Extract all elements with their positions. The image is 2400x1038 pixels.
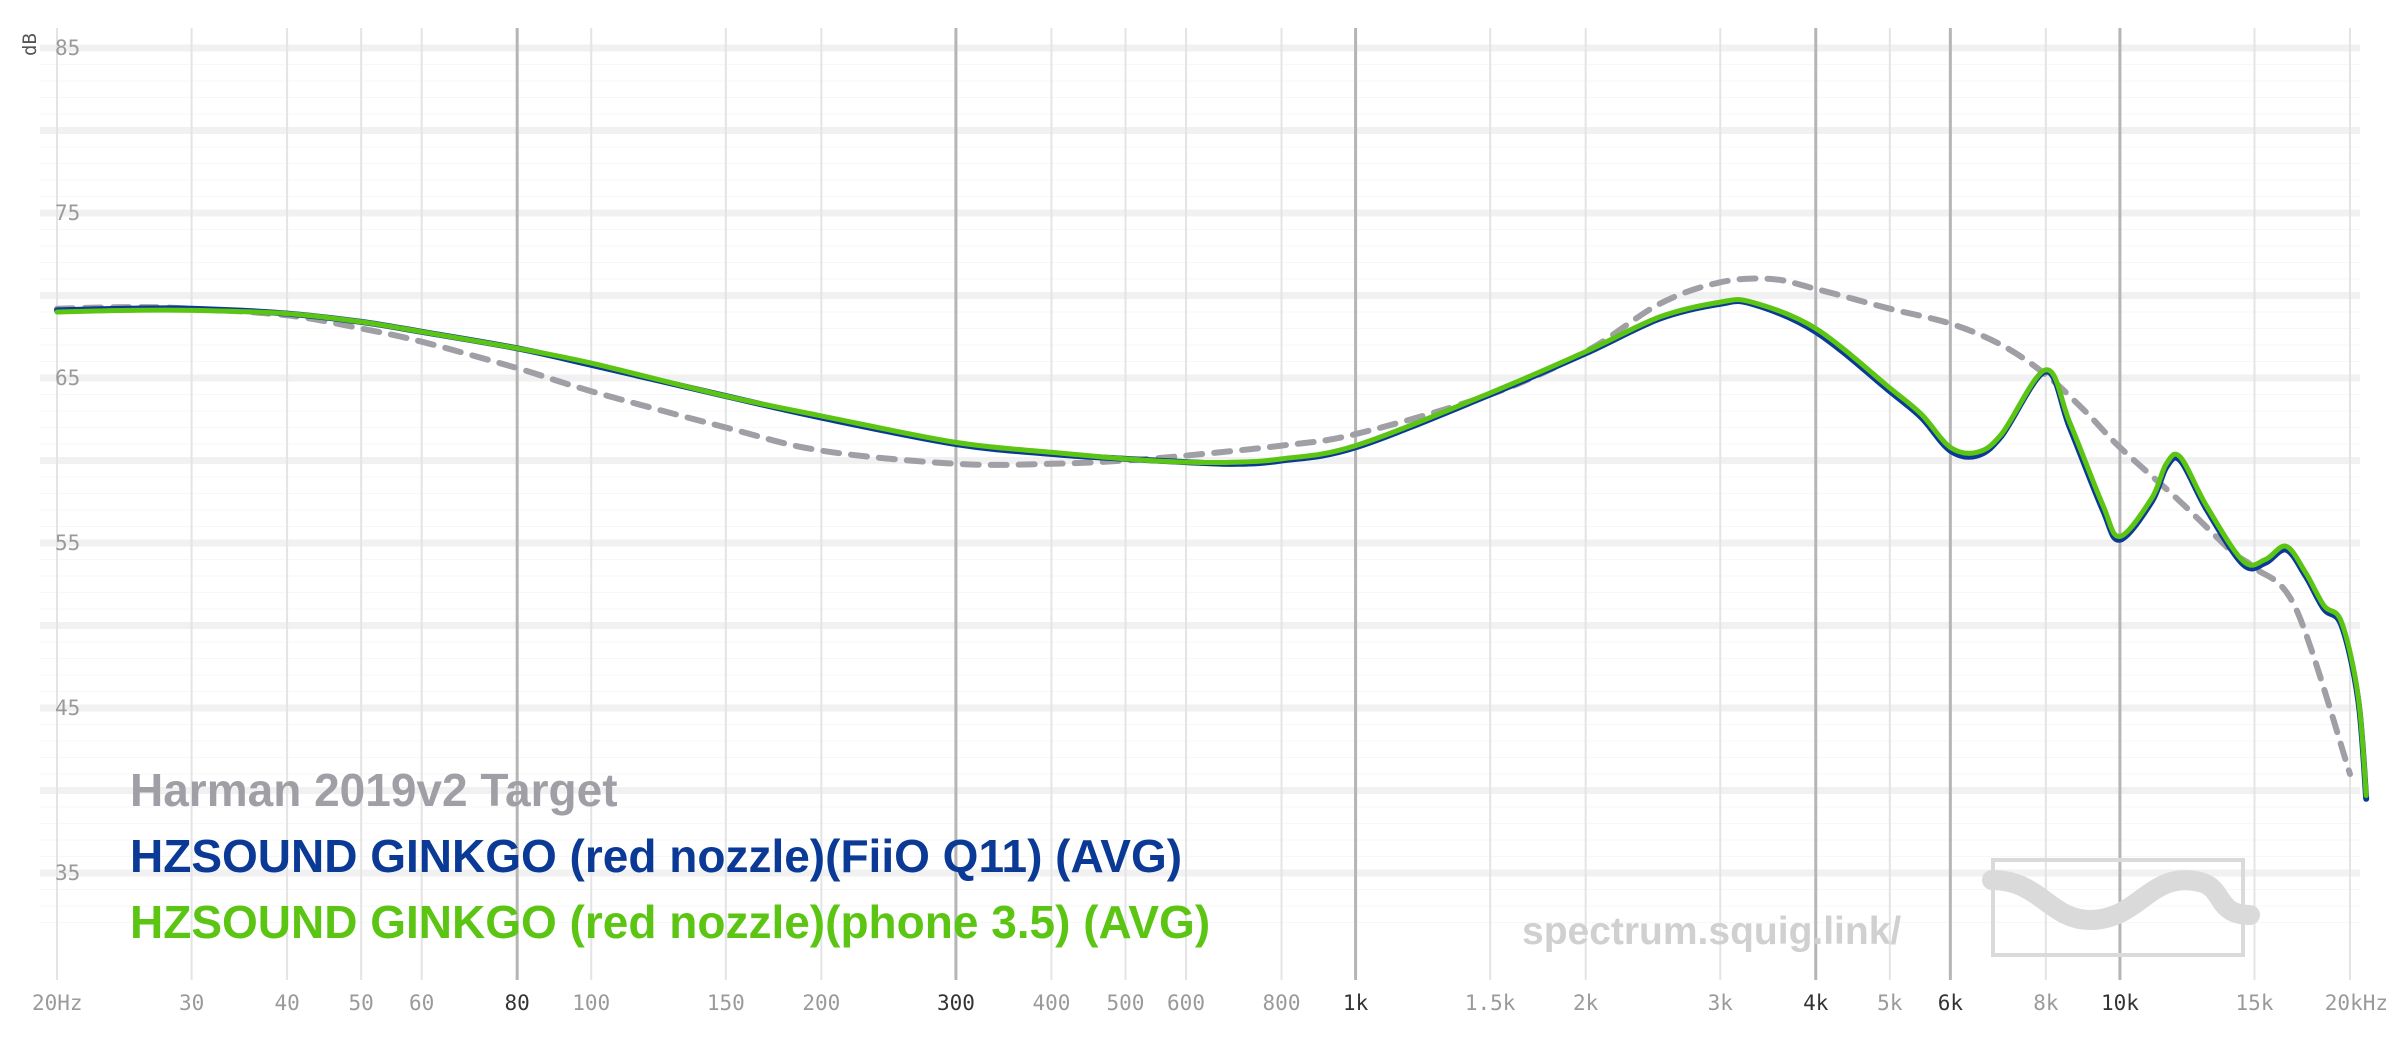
- x-tick-label: 20kHz: [2325, 991, 2388, 1015]
- x-tick-label: 10k: [2101, 991, 2139, 1015]
- x-tick-label: 40: [274, 991, 299, 1015]
- y-axis-unit-label: dB: [19, 33, 41, 56]
- x-tick-label: 50: [349, 991, 374, 1015]
- x-tick-label: 30: [179, 991, 204, 1015]
- x-tick-label: 150: [707, 991, 745, 1015]
- x-tick-label: 200: [802, 991, 840, 1015]
- y-tick-label: 35: [55, 861, 80, 885]
- x-tick-label: 100: [572, 991, 610, 1015]
- legend-entry: Harman 2019v2 Target: [130, 764, 618, 816]
- x-tick-label: 500: [1107, 991, 1145, 1015]
- x-tick-label: 6k: [1938, 991, 1964, 1015]
- x-tick-label: 60: [409, 991, 434, 1015]
- y-tick-label: 65: [55, 366, 80, 390]
- x-grid: [56, 28, 2351, 980]
- x-tick-label: 2k: [1573, 991, 1599, 1015]
- watermark: spectrum.squig.link/: [1522, 858, 2260, 957]
- x-tick-label: 800: [1263, 991, 1301, 1015]
- legend-entry: HZSOUND GINKGO (red nozzle)(FiiO Q11) (A…: [130, 830, 1182, 882]
- legend: Harman 2019v2 Target HZSOUND GINKGO (red…: [130, 764, 1210, 948]
- x-tick-label: 4k: [1803, 991, 1829, 1015]
- x-tick-label: 1.5k: [1465, 991, 1516, 1015]
- legend-entry: HZSOUND GINKGO (red nozzle)(phone 3.5) (…: [130, 896, 1210, 948]
- y-tick-label: 45: [55, 696, 80, 720]
- x-tick-label: 600: [1167, 991, 1205, 1015]
- y-tick-label: 85: [55, 36, 80, 60]
- x-tick-label: 20Hz: [32, 991, 83, 1015]
- series-lines: [54, 275, 2370, 802]
- x-tick-label: 15k: [2236, 991, 2274, 1015]
- x-tick-label: 400: [1032, 991, 1070, 1015]
- x-tick-label: 5k: [1877, 991, 1903, 1015]
- x-axis-labels: 20Hz 30 40 50 60 80 100 150 200 300 400 500 600 800 1k…: [32, 991, 2388, 1015]
- x-tick-label: 300: [937, 991, 975, 1015]
- y-axis-labels: 85 75 65 55 45 35: [55, 36, 80, 885]
- watermark-text: spectrum.squig.link/: [1522, 910, 1901, 953]
- x-tick-label: 8k: [2033, 991, 2059, 1015]
- x-tick-label: 1k: [1343, 991, 1369, 1015]
- y-tick-label: 75: [55, 201, 80, 225]
- phone-curve: [54, 297, 2369, 798]
- x-tick-label: 80: [505, 991, 530, 1015]
- x-tick-label: 3k: [1708, 991, 1734, 1015]
- squiglink-logo: [1982, 858, 2260, 957]
- y-tick-label: 55: [55, 531, 80, 555]
